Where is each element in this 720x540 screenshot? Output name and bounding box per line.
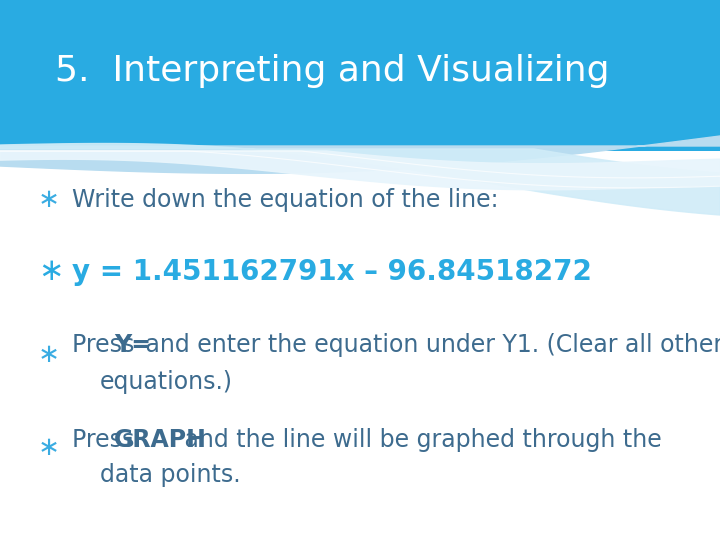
Text: data points.: data points. — [100, 463, 240, 487]
Bar — [0, 0, 720, 151]
Text: Press: Press — [72, 333, 142, 357]
Text: GRAPH: GRAPH — [114, 428, 207, 452]
Text: y = 1.451162791x – 96.84518272: y = 1.451162791x – 96.84518272 — [72, 258, 592, 286]
Text: equations.): equations.) — [100, 370, 233, 394]
Text: 5.  Interpreting and Visualizing: 5. Interpreting and Visualizing — [55, 53, 610, 87]
Text: ∗: ∗ — [38, 435, 60, 461]
Text: ∗: ∗ — [38, 342, 60, 368]
Text: Y=: Y= — [114, 333, 151, 357]
Text: ∗: ∗ — [38, 258, 63, 287]
Text: and the line will be graphed through the: and the line will be graphed through the — [177, 428, 662, 452]
Text: Press: Press — [72, 428, 142, 452]
Text: Write down the equation of the line:: Write down the equation of the line: — [72, 188, 498, 212]
Text: and enter the equation under Y1. (Clear all other: and enter the equation under Y1. (Clear … — [138, 333, 720, 357]
Text: ∗: ∗ — [38, 187, 60, 213]
